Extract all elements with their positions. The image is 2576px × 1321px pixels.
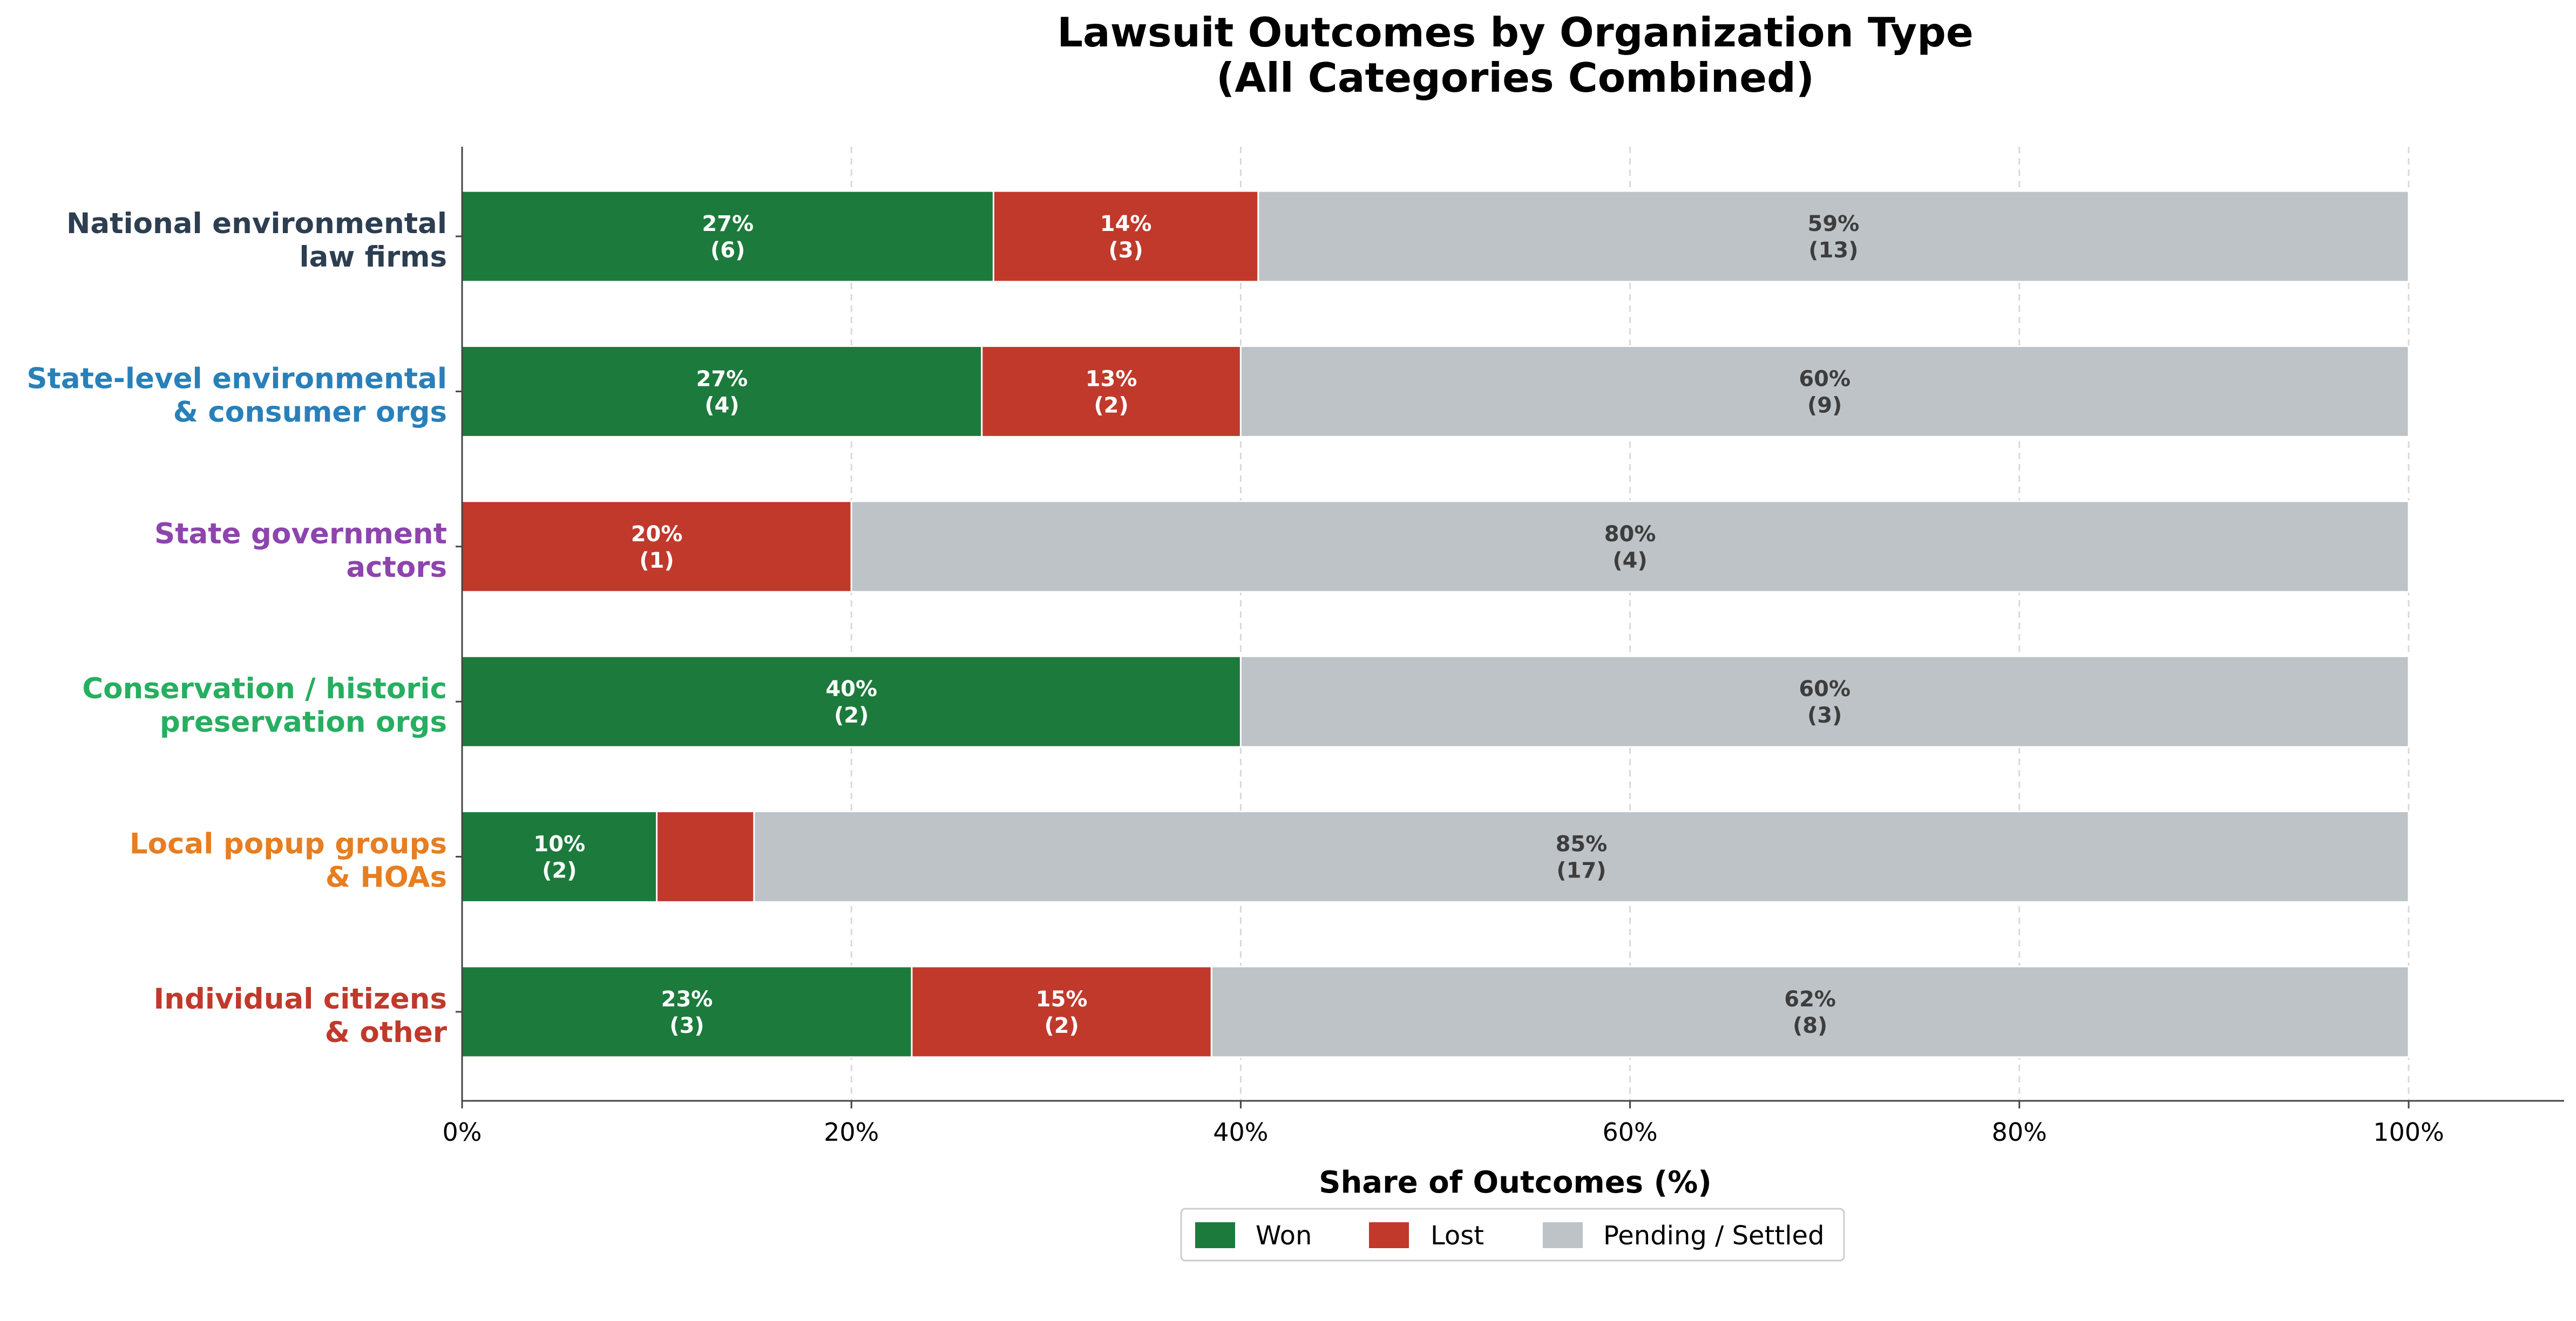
bar-value-label: 59%	[1808, 212, 1860, 236]
category-label: & HOAs	[326, 861, 447, 894]
bar-count-label: (8)	[1793, 1013, 1827, 1038]
bar-value-label: 14%	[1100, 212, 1152, 236]
bar-pending-settled-3	[1239, 655, 2410, 748]
bar-count-label: (1)	[639, 548, 674, 573]
bar-count-label: (3)	[1807, 703, 1842, 728]
bar-won-5	[461, 965, 913, 1058]
category-label: State government	[154, 517, 447, 550]
chart-title: Lawsuit Outcomes by Organization Type	[1057, 9, 1974, 56]
x-tick-label: 0%	[443, 1118, 482, 1147]
bar-won-1	[461, 345, 983, 438]
bar-count-label: (4)	[1612, 548, 1647, 573]
legend-label: Lost	[1431, 1221, 1484, 1251]
bar-count-label: (13)	[1808, 238, 1858, 263]
bar-count-label: (17)	[1556, 859, 1606, 883]
x-axis-title: Share of Outcomes (%)	[1319, 1165, 1712, 1200]
bar-pending-settled-4	[753, 811, 2410, 903]
bar-value-label: 23%	[661, 987, 713, 1012]
category-label: State-level environmental	[26, 362, 447, 395]
x-tick-label: 40%	[1213, 1118, 1268, 1147]
bar-pending-settled-0	[1257, 190, 2410, 283]
bar-labels: 27%(6)14%(3)59%(13)27%(4)13%(2)60%(9)20%…	[533, 212, 1859, 1038]
category-label: & other	[325, 1016, 447, 1049]
bar-value-label: 85%	[1556, 832, 1608, 857]
bar-lost-0	[992, 190, 1259, 283]
legend-box	[1180, 1208, 1845, 1262]
bar-count-label: (6)	[710, 238, 745, 263]
bar-count-label: (2)	[542, 859, 577, 883]
gridlines	[850, 147, 2410, 1101]
x-tick-label: 80%	[1992, 1118, 2047, 1147]
bar-value-label: 62%	[1784, 987, 1836, 1012]
bar-value-label: 15%	[1036, 987, 1088, 1012]
bar-value-label: 60%	[1799, 677, 1850, 702]
chart-title-group: Lawsuit Outcomes by Organization Type (A…	[1057, 9, 1974, 101]
bar-count-label: (2)	[1094, 393, 1128, 418]
bar-pending-settled-1	[1239, 345, 2410, 438]
bar-value-label: 10%	[533, 832, 585, 857]
bar-count-label: (4)	[704, 393, 739, 418]
category-label: National environmental	[66, 207, 447, 240]
bar-value-label: 20%	[631, 522, 683, 547]
bar-value-label: 27%	[696, 366, 748, 391]
bar-lost-5	[911, 965, 1212, 1058]
bar-pending-settled-5	[1210, 965, 2410, 1058]
bar-value-label: 13%	[1086, 366, 1137, 391]
bars	[461, 190, 2410, 1058]
x-ticks: 0% 20% 40% 60% 80% 100%	[443, 235, 2444, 1147]
legend: Won Lost Pending / Settled	[1180, 1208, 1845, 1262]
x-tick-label: 100%	[2373, 1118, 2444, 1147]
category-label: & consumer orgs	[173, 396, 447, 428]
category-label: Individual citizens	[154, 983, 447, 1016]
category-label: preservation orgs	[160, 706, 447, 739]
legend-label: Won	[1256, 1221, 1312, 1251]
category-label: law firms	[299, 241, 447, 274]
x-tick-label: 60%	[1602, 1118, 1657, 1147]
category-label: actors	[346, 551, 447, 584]
bar-value-label: 80%	[1604, 522, 1656, 547]
bar-count-label: (2)	[1044, 1013, 1079, 1038]
bar-value-label: 27%	[702, 212, 754, 236]
bar-lost-2	[461, 500, 852, 593]
axes	[461, 147, 2564, 1102]
legend-swatch-lost	[1369, 1222, 1409, 1248]
bar-value-label: 40%	[825, 677, 877, 702]
bar-lost-4	[656, 811, 755, 903]
chart-subtitle: (All Categories Combined)	[1216, 54, 1814, 101]
bar-count-label: (9)	[1807, 393, 1842, 418]
bar-count-label: (2)	[834, 703, 869, 728]
bar-won-3	[461, 655, 1242, 748]
bar-lost-1	[981, 345, 1242, 438]
legend-swatch-pending-settled	[1543, 1222, 1583, 1248]
bar-won-0	[461, 190, 994, 283]
category-label: Local popup groups	[130, 828, 447, 861]
legend-swatch-won	[1195, 1222, 1235, 1248]
bar-pending-settled-2	[850, 500, 2410, 593]
bar-count-label: (3)	[669, 1013, 704, 1038]
x-tick-label: 20%	[824, 1118, 879, 1147]
bar-value-label: 60%	[1799, 366, 1850, 391]
legend-label: Pending / Settled	[1603, 1221, 1825, 1251]
bar-count-label: (3)	[1108, 238, 1143, 263]
category-label: Conservation / historic	[82, 672, 447, 705]
